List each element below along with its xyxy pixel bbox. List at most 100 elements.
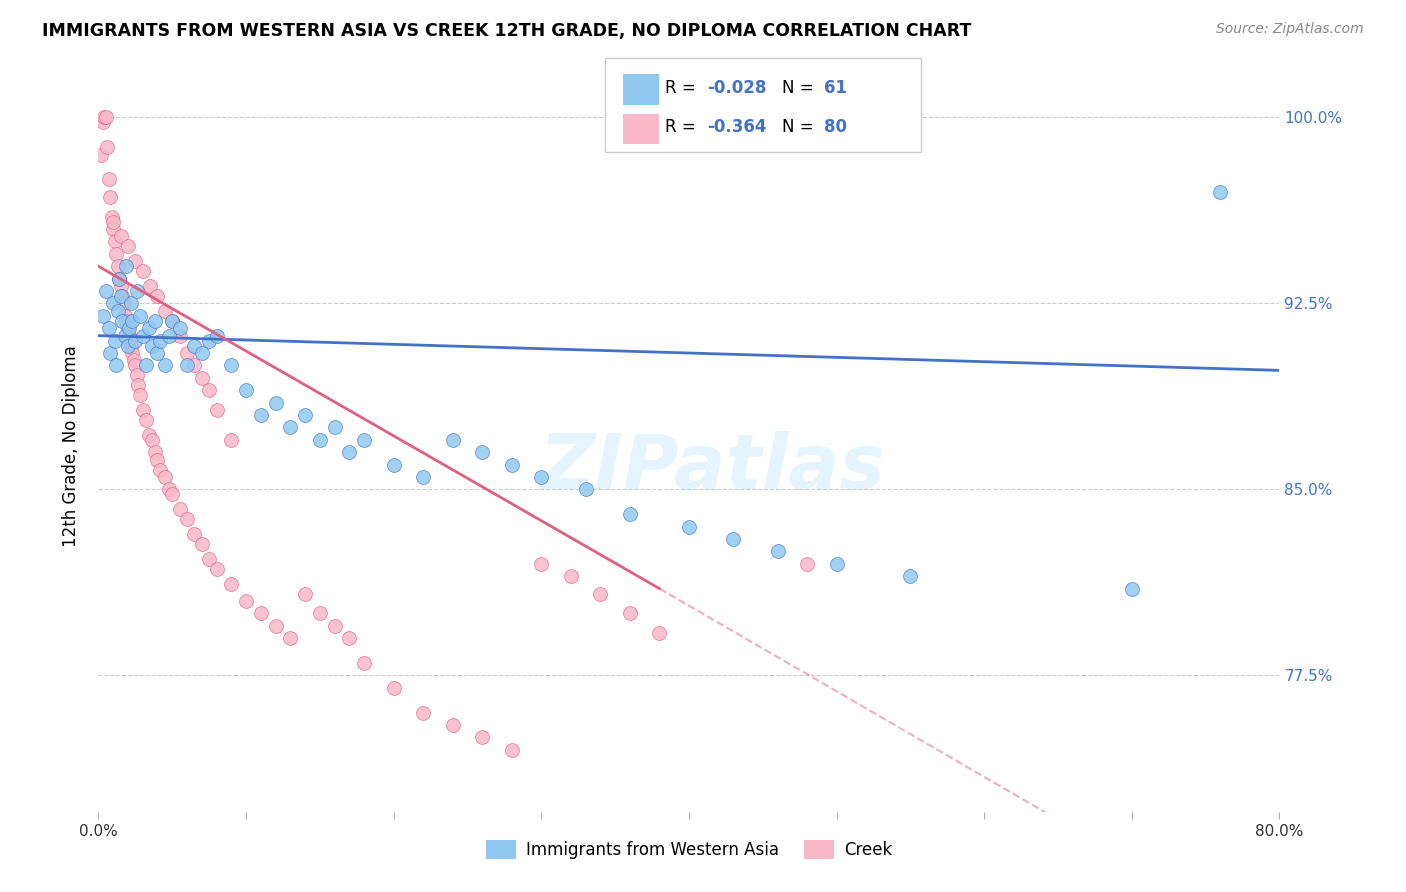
Point	[264, 619, 287, 633]
Point	[143, 314, 166, 328]
Point	[723, 532, 745, 546]
Point	[353, 656, 375, 670]
Point	[112, 296, 135, 310]
Point	[501, 458, 523, 472]
Point	[205, 403, 228, 417]
Text: R =: R =	[665, 119, 702, 136]
Text: R =: R =	[665, 78, 702, 96]
Point	[162, 314, 183, 328]
Point	[250, 607, 273, 621]
Point	[132, 264, 155, 278]
Point	[250, 408, 273, 422]
Point	[91, 115, 114, 129]
Point	[353, 433, 375, 447]
Point	[501, 743, 523, 757]
Point	[412, 470, 434, 484]
Point	[191, 537, 214, 551]
Text: Source: ZipAtlas.com: Source: ZipAtlas.com	[1216, 22, 1364, 37]
Point	[309, 433, 332, 447]
Point	[198, 551, 221, 566]
Point	[191, 346, 214, 360]
Point	[110, 279, 132, 293]
Point	[98, 346, 121, 360]
Point	[135, 359, 157, 373]
Point	[221, 359, 243, 373]
Point	[796, 557, 818, 571]
Text: N =: N =	[782, 78, 818, 96]
Point	[198, 383, 221, 397]
Point	[124, 254, 146, 268]
Point	[125, 284, 148, 298]
Point	[100, 210, 122, 224]
Point	[122, 353, 145, 368]
Point	[127, 378, 149, 392]
Point	[114, 309, 136, 323]
Point	[176, 512, 198, 526]
Point	[135, 413, 157, 427]
Point	[108, 271, 131, 285]
Text: ZIPatlas: ZIPatlas	[540, 431, 886, 505]
Point	[121, 314, 143, 328]
Point	[162, 314, 183, 328]
Point	[221, 576, 243, 591]
Point	[103, 296, 125, 310]
Point	[1121, 582, 1143, 596]
Point	[132, 328, 155, 343]
Point	[530, 557, 553, 571]
Point	[110, 229, 132, 244]
Point	[111, 314, 134, 328]
Text: -0.364: -0.364	[707, 119, 766, 136]
Point	[103, 222, 125, 236]
Point	[114, 328, 136, 343]
Point	[183, 527, 205, 541]
Point	[221, 433, 243, 447]
Point	[146, 452, 169, 467]
Point	[441, 718, 464, 732]
Point	[176, 346, 198, 360]
Point	[153, 470, 176, 484]
Point	[294, 586, 316, 600]
Point	[115, 259, 138, 273]
Point	[339, 631, 361, 645]
Point	[280, 631, 302, 645]
Point	[98, 190, 121, 204]
Text: 61: 61	[824, 78, 846, 96]
Point	[141, 338, 163, 352]
Point	[280, 420, 302, 434]
Point	[205, 562, 228, 576]
Point	[124, 334, 146, 348]
Point	[619, 507, 641, 521]
Point	[96, 140, 118, 154]
Text: -0.028: -0.028	[707, 78, 766, 96]
Point	[323, 619, 346, 633]
Point	[128, 388, 150, 402]
Point	[198, 334, 221, 348]
Point	[104, 334, 127, 348]
Point	[382, 681, 405, 695]
Point	[900, 569, 922, 583]
Point	[105, 359, 128, 373]
Point	[103, 214, 125, 228]
Point	[264, 395, 287, 409]
Point	[104, 235, 127, 249]
Point	[825, 557, 848, 571]
Point	[169, 321, 191, 335]
Point	[132, 403, 155, 417]
Legend: Immigrants from Western Asia, Creek: Immigrants from Western Asia, Creek	[479, 833, 898, 865]
Text: 80: 80	[824, 119, 846, 136]
Point	[191, 371, 214, 385]
Point	[138, 427, 160, 442]
Point	[117, 239, 139, 253]
Point	[560, 569, 582, 583]
Point	[162, 487, 183, 501]
Point	[138, 321, 160, 335]
Point	[149, 462, 172, 476]
Point	[139, 279, 162, 293]
Point	[471, 445, 494, 459]
Point	[110, 289, 132, 303]
Point	[235, 383, 257, 397]
Point	[125, 368, 148, 383]
Point	[309, 607, 332, 621]
Point	[323, 420, 346, 434]
Point	[648, 626, 671, 640]
